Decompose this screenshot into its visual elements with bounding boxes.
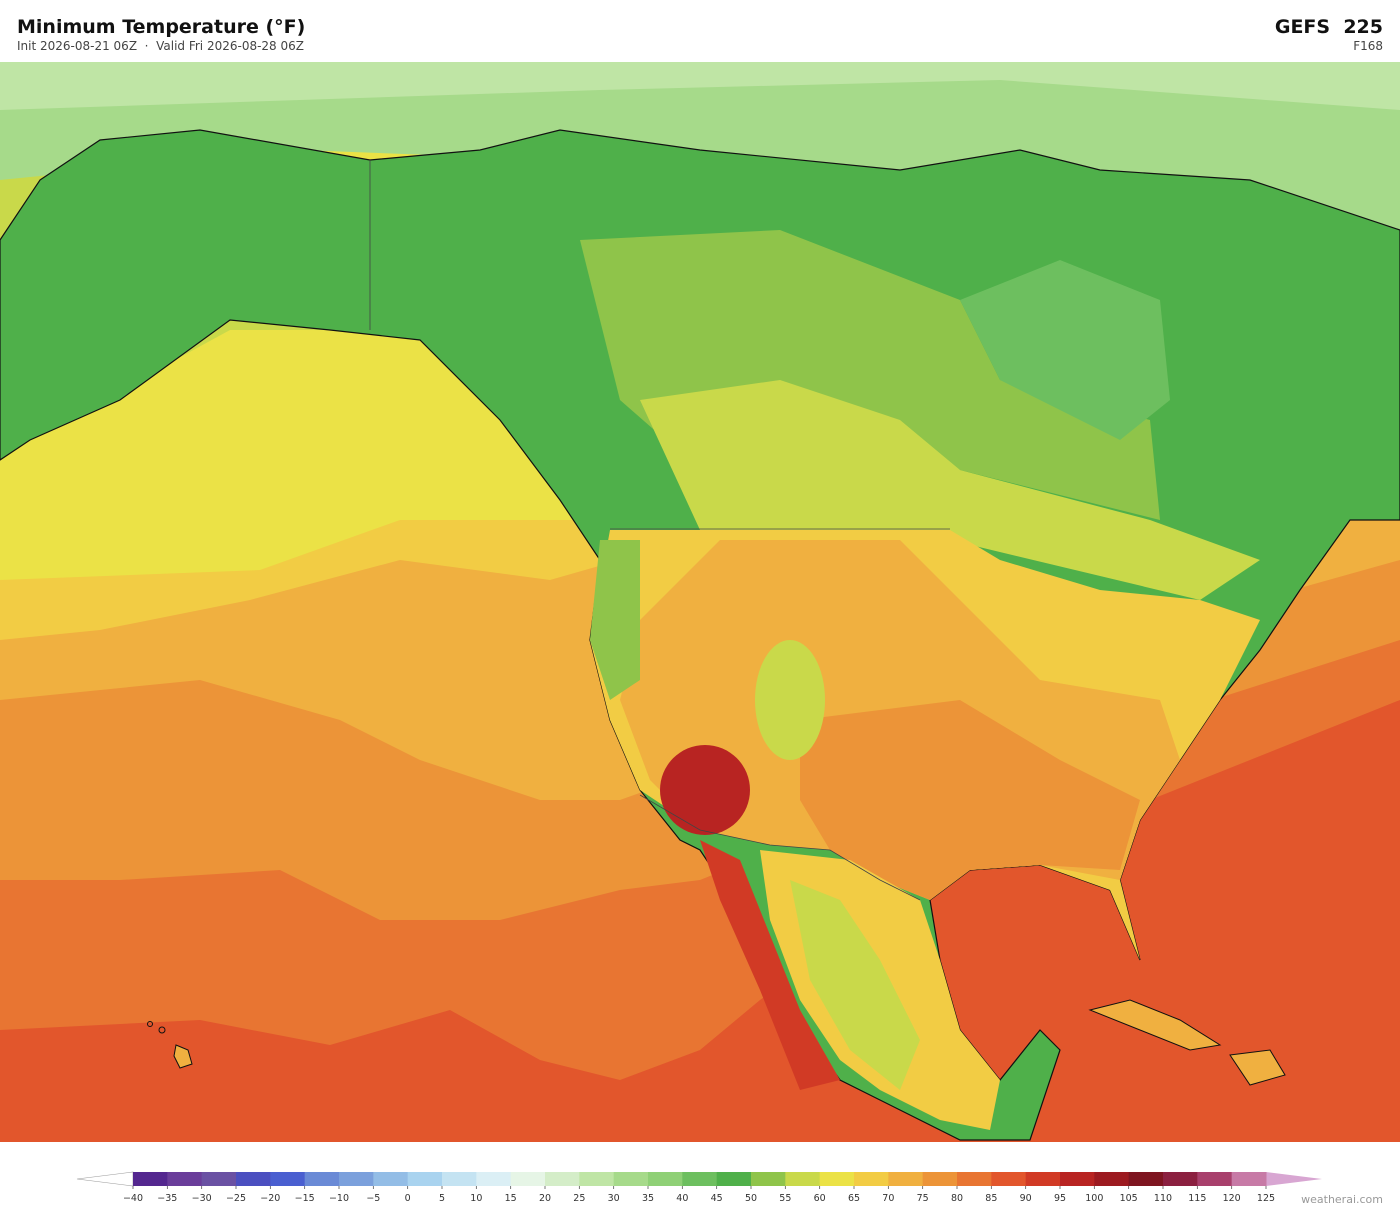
color-bin: [991, 1172, 1027, 1186]
tick-label: 110: [1154, 1193, 1172, 1204]
land-zone: [700, 840, 840, 1090]
model-label: GEFS 225: [1274, 16, 1383, 38]
tick-label: 80: [951, 1193, 963, 1204]
tick-label: 50: [745, 1193, 757, 1204]
island: [1088, 999, 1222, 1051]
color-bin: [1197, 1172, 1233, 1186]
color-bin: [167, 1172, 203, 1186]
color-bin: [854, 1172, 889, 1186]
tick-label: 65: [848, 1193, 860, 1204]
land-zone: [790, 880, 920, 1090]
tick-label: 25: [573, 1193, 585, 1204]
tick-label: 95: [1054, 1193, 1066, 1204]
gulf: [930, 865, 1160, 1140]
color-bin: [751, 1172, 786, 1186]
color-bin: [648, 1172, 683, 1186]
color-bin: [682, 1172, 718, 1186]
land-zone: [590, 540, 640, 700]
border: [639, 794, 921, 901]
land-zone: [640, 380, 1260, 600]
color-bin: [373, 1172, 409, 1186]
tick-label: 40: [676, 1193, 688, 1204]
color-bin: [442, 1172, 477, 1186]
tick-label: 125: [1257, 1193, 1275, 1204]
tick-label: 5: [439, 1193, 445, 1204]
tick-label: 120: [1223, 1193, 1241, 1204]
color-bin: [304, 1172, 340, 1186]
color-bin: [133, 1172, 168, 1186]
tick-label: 10: [470, 1193, 482, 1204]
tick-label: 75: [917, 1193, 929, 1204]
color-bin: [1163, 1172, 1198, 1186]
tick-label: 85: [985, 1193, 997, 1204]
under-triangle: [76, 1171, 134, 1187]
color-bin: [888, 1172, 924, 1186]
tick-label: 45: [711, 1193, 723, 1204]
color-bin: [922, 1172, 958, 1186]
watermark: weatherai.com: [1301, 1193, 1383, 1206]
tick-label: −35: [157, 1193, 177, 1204]
land-zone: [800, 700, 1140, 900]
color-bin: [785, 1172, 821, 1186]
tick-label: −40: [123, 1193, 143, 1204]
island: [1229, 1049, 1286, 1086]
land-zone: [660, 745, 750, 835]
tick-label: 0: [405, 1193, 411, 1204]
color-bin: [339, 1172, 374, 1186]
map-subtitle: Init 2026-08-21 06Z · Valid Fri 2026-08-…: [17, 39, 304, 53]
tick-label: 20: [539, 1193, 551, 1204]
map-title: Minimum Temperature (°F): [17, 16, 306, 38]
island: [147, 1021, 153, 1027]
tick-label: 115: [1188, 1193, 1206, 1204]
tick-label: 30: [608, 1193, 620, 1204]
colorbar: −40 −35 −30 −25 −20 −15 −10 −5 0 5 10 15 20 25 30 35 40 4…: [76, 1171, 1322, 1204]
color-bin: [1060, 1172, 1095, 1186]
color-bin: [545, 1172, 580, 1186]
tick-label: −10: [329, 1193, 349, 1204]
tick-label: 35: [642, 1193, 654, 1204]
island: [158, 1026, 166, 1034]
color-bin: [819, 1172, 855, 1186]
color-bin: [1128, 1172, 1164, 1186]
forecast-hour: F168: [1353, 39, 1383, 53]
tick-label: −15: [295, 1193, 315, 1204]
color-bin: [407, 1172, 443, 1186]
island: [173, 1044, 193, 1069]
color-bin: [613, 1172, 649, 1186]
tick-label: −20: [260, 1193, 280, 1204]
over-triangle: [1266, 1172, 1322, 1186]
tick-label: −25: [226, 1193, 246, 1204]
land-zone: [755, 640, 825, 760]
color-bin: [236, 1172, 271, 1186]
tick-label: −30: [192, 1193, 212, 1204]
map: [0, 62, 1400, 1142]
tick-label: 55: [779, 1193, 791, 1204]
color-bin: [716, 1172, 752, 1186]
tick-label: 90: [1020, 1193, 1032, 1204]
color-bin: [1025, 1172, 1061, 1186]
land-zone: [960, 260, 1170, 440]
tick-label: −5: [366, 1193, 380, 1204]
color-bin: [579, 1172, 615, 1186]
color-bin: [1094, 1172, 1130, 1186]
tick-label: 60: [814, 1193, 826, 1204]
color-bin: [957, 1172, 992, 1186]
color-bin: [270, 1172, 306, 1186]
color-bin: [201, 1172, 237, 1186]
tick-label: 105: [1120, 1193, 1138, 1204]
color-bin: [476, 1172, 512, 1186]
color-bin: [510, 1172, 546, 1186]
color-bin: [1231, 1172, 1267, 1186]
tick-label: 15: [505, 1193, 517, 1204]
tick-label: 100: [1085, 1193, 1103, 1204]
tick-label: 70: [882, 1193, 894, 1204]
